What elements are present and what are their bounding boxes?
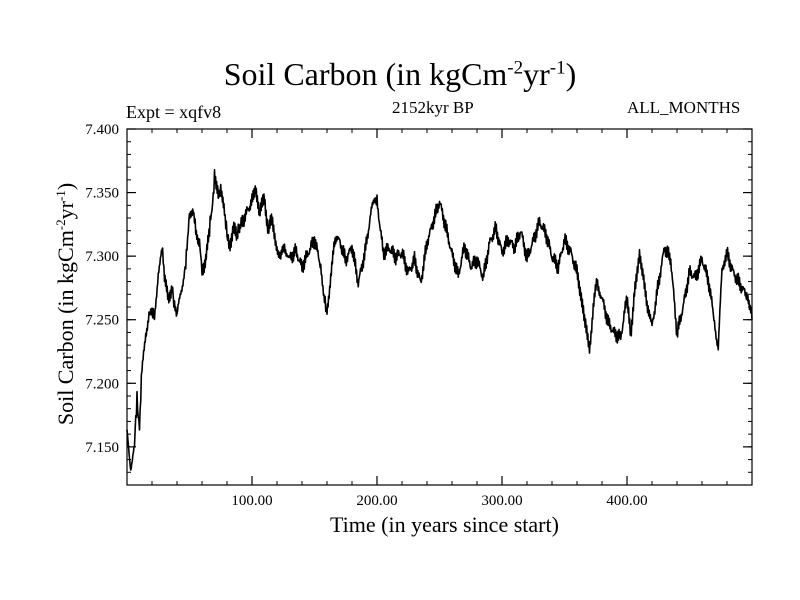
y-tick-label: 7.200 (85, 376, 119, 392)
y-tick-label: 7.300 (85, 249, 119, 265)
y-tick-label: 7.400 (85, 122, 119, 138)
y-tick-label: 7.250 (85, 313, 119, 329)
x-tick-label: 100.00 (231, 493, 272, 509)
x-tick-label: 300.00 (481, 493, 522, 509)
x-tick-label: 200.00 (356, 493, 397, 509)
plot-frame (126, 128, 753, 486)
x-tick-label: 400.00 (606, 493, 647, 509)
y-tick-label: 7.350 (85, 186, 119, 202)
season-label: ALL_MONTHS (627, 98, 741, 117)
experiment-label: Expt = xqfv8 (126, 102, 222, 122)
x-axis-label: Time (in years since start) (330, 512, 559, 537)
chart-subtitle: 2152kyr BP (392, 98, 474, 117)
y-tick-label: 7.150 (85, 440, 119, 456)
series-line (126, 168, 753, 471)
chart-title: Soil Carbon (in kgCm-2yr-1) (223, 56, 577, 92)
